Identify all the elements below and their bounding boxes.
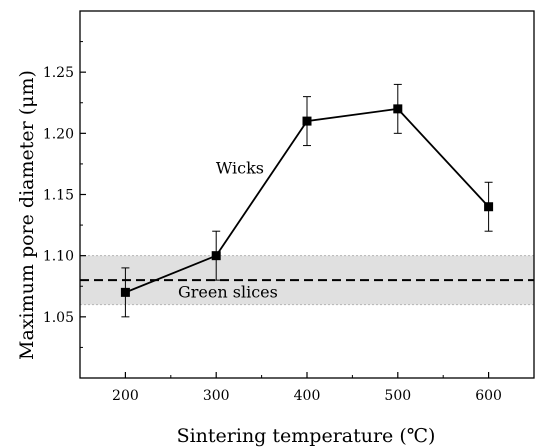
annotation-wicks: Wicks [216, 159, 264, 178]
y-tick-label: 1.25 [43, 65, 74, 81]
x-tick-label: 600 [475, 388, 502, 404]
data-point-marker [211, 251, 221, 261]
data-point-marker [120, 287, 130, 297]
y-axis-ticks: 1.05 1.10 1.15 1.20 1.25 [43, 41, 86, 348]
y-tick-label: 1.05 [43, 310, 74, 326]
y-tick-label: 1.15 [43, 188, 74, 204]
x-tick-label: 400 [294, 388, 321, 404]
annotation-green-slices: Green slices [178, 282, 278, 301]
plot-frame [79, 10, 535, 379]
data-point-marker [393, 104, 403, 114]
data-point-marker [302, 116, 312, 126]
plot-area [80, 83, 534, 318]
x-tick-label: 500 [384, 388, 411, 404]
y-axis-title: Maximum pore diameter (μm) [16, 70, 38, 360]
data-point-marker [484, 202, 494, 212]
x-axis-title: Sintering temperature (℃) [177, 425, 436, 447]
x-tick-label: 300 [203, 388, 230, 404]
x-tick-label: 200 [112, 388, 139, 404]
y-tick-label: 1.10 [43, 249, 74, 265]
x-axis-ticks: 200 300 400 500 600 [112, 372, 502, 404]
series-markers [120, 104, 494, 297]
y-tick-label: 1.20 [43, 126, 74, 142]
